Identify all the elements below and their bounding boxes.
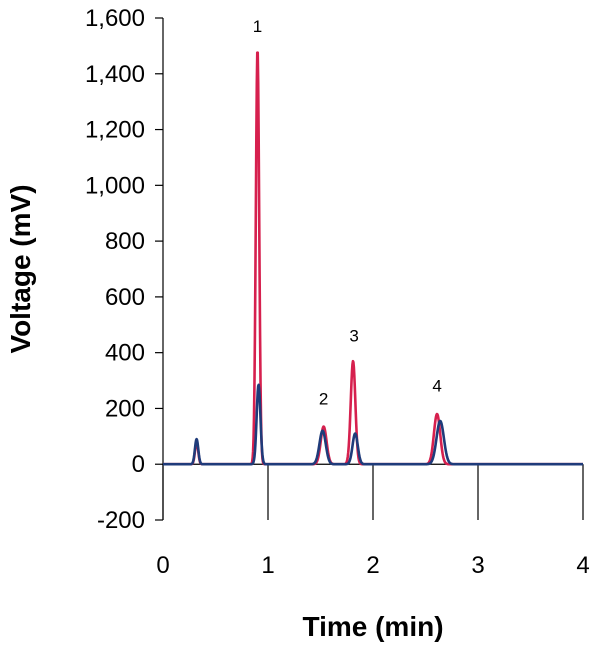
y-tick-label: 1,400	[85, 61, 145, 88]
y-tick-label: -200	[97, 507, 145, 534]
x-tick-label: 3	[471, 552, 484, 579]
peak-label: 2	[319, 389, 328, 408]
x-axis-title: Time (min)	[302, 611, 443, 642]
y-tick-label: 1,200	[85, 117, 145, 144]
x-tick-label: 2	[366, 552, 379, 579]
x-axis: 0 1 2 3 4	[156, 463, 590, 579]
y-axis-title: Voltage (mV)	[5, 184, 36, 353]
y-tick-label: 400	[105, 340, 145, 367]
peak-label: 1	[253, 17, 262, 36]
y-tick-label: 200	[105, 395, 145, 422]
y-tick-label: 600	[105, 284, 145, 311]
y-tick-label: 1,000	[85, 172, 145, 199]
x-tick-label: 4	[576, 552, 589, 579]
x-tick-label: 1	[261, 552, 274, 579]
peak-label: 3	[349, 327, 358, 346]
y-tick-label: 1,600	[85, 5, 145, 32]
peak-label: 4	[432, 377, 441, 396]
annotation-layer: 1 2 3 4	[253, 17, 442, 408]
y-tick-label: 800	[105, 228, 145, 255]
series-layer	[162, 51, 584, 466]
series-line	[162, 383, 584, 466]
x-tick-label: 0	[156, 552, 169, 579]
series-line	[162, 51, 584, 466]
y-tick-label: 0	[132, 451, 145, 478]
y-axis: -200 0 200 400 600 800 1,000 1,200 1,400 1,600	[85, 5, 164, 534]
